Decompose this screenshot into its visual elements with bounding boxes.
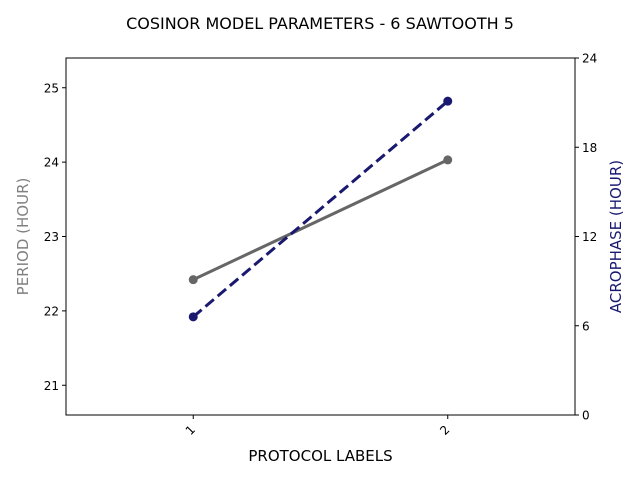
left-y-tick-label: 21 <box>44 379 59 393</box>
left-y-axis: 21 22 23 24 25 <box>44 81 66 393</box>
x-axis-label: PROTOCOL LABELS <box>248 447 392 465</box>
left-y-tick-label: 22 <box>44 304 59 318</box>
x-tick-label: 2 <box>437 423 452 438</box>
right-y-tick-label: 6 <box>582 319 590 333</box>
right-y-tick-label: 12 <box>582 230 597 244</box>
right-y-tick-label: 18 <box>582 141 597 155</box>
series-1-point <box>188 275 198 285</box>
series-2-line <box>192 99 449 318</box>
right-y-axis: 0 6 12 18 24 <box>575 52 597 423</box>
series-1-line <box>192 158 449 281</box>
left-y-tick-label: 23 <box>44 230 59 244</box>
left-y-axis-label: PERIOD (HOUR) <box>14 178 32 296</box>
right-y-tick-label: 0 <box>582 409 590 423</box>
left-y-tick-label: 25 <box>44 81 59 95</box>
series-1-point <box>443 155 453 165</box>
left-y-tick-label: 24 <box>44 156 59 170</box>
series-layer <box>188 96 453 322</box>
chart-title: COSINOR MODEL PARAMETERS - 6 SAWTOOTH 5 <box>126 14 514 33</box>
right-y-axis-label: ACROPHASE (HOUR) <box>607 160 625 313</box>
right-y-tick-label: 24 <box>582 52 597 66</box>
series-2-point <box>443 96 453 106</box>
plot-frame <box>65 57 576 416</box>
x-tick-label: 1 <box>183 423 198 438</box>
series-2-point <box>188 312 198 322</box>
